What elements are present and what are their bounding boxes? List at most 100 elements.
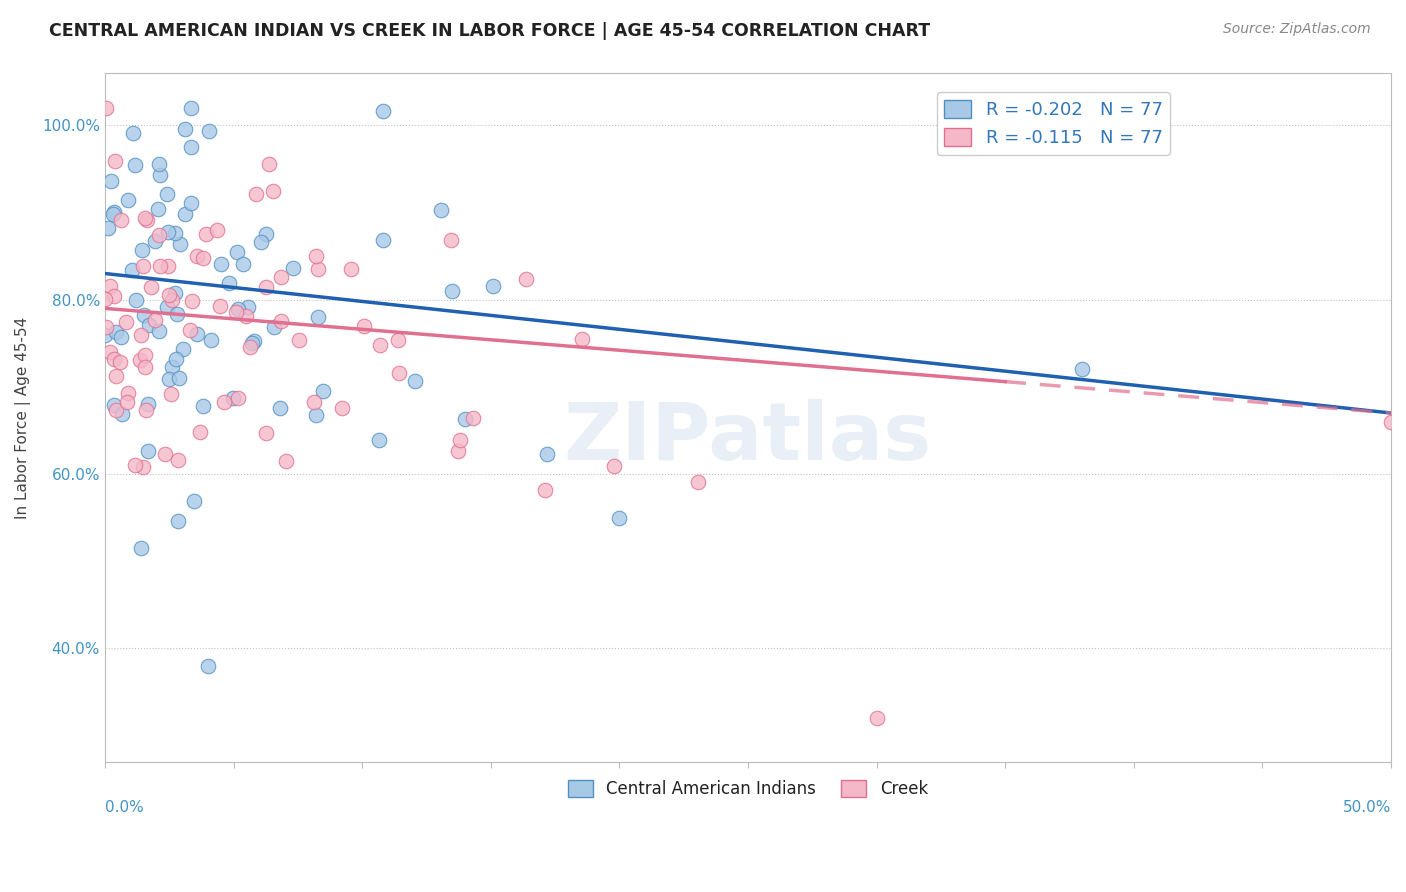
Point <box>180 196 202 211</box>
Point <box>132 460 155 475</box>
Point <box>98 344 121 359</box>
Point <box>115 315 138 329</box>
Y-axis label: In Labor Force | Age 45-54: In Labor Force | Age 45-54 <box>15 317 31 518</box>
Point <box>387 333 409 347</box>
Point <box>135 403 157 417</box>
Point <box>304 394 326 409</box>
Point <box>269 401 291 416</box>
Point <box>145 234 167 248</box>
Point <box>174 121 197 136</box>
Text: 0.0%: 0.0% <box>105 799 143 814</box>
Point <box>165 352 187 367</box>
Point <box>254 227 277 242</box>
Point <box>440 284 463 298</box>
Point <box>226 392 249 406</box>
Point <box>101 206 124 220</box>
Point <box>124 458 146 472</box>
Point <box>404 374 426 388</box>
Point <box>515 272 537 286</box>
Point <box>131 243 153 257</box>
Point <box>270 314 292 328</box>
Point <box>865 711 887 725</box>
Point <box>134 211 156 225</box>
Point <box>609 510 631 524</box>
Point <box>254 279 277 293</box>
Point <box>454 412 477 426</box>
Point <box>340 261 363 276</box>
Point <box>208 299 231 313</box>
Point <box>218 277 240 291</box>
Point <box>225 245 247 260</box>
Point <box>262 184 284 198</box>
Point <box>163 226 186 240</box>
Point <box>148 324 170 338</box>
Point <box>105 402 128 417</box>
Point <box>174 207 197 221</box>
Point <box>157 372 180 386</box>
Point <box>149 168 172 182</box>
Point <box>98 278 121 293</box>
Point <box>155 448 177 462</box>
Point <box>136 444 159 458</box>
Legend: Central American Indians, Creek: Central American Indians, Creek <box>561 773 935 805</box>
Point <box>134 359 156 374</box>
Point <box>688 475 710 489</box>
Point <box>157 225 180 239</box>
Point <box>148 227 170 242</box>
Point <box>148 156 170 170</box>
Point <box>235 309 257 323</box>
Point <box>149 259 172 273</box>
Point <box>156 186 179 201</box>
Point <box>96 320 118 334</box>
Point <box>534 483 557 498</box>
Point <box>128 353 150 368</box>
Point <box>156 259 179 273</box>
Point <box>429 203 451 218</box>
Point <box>100 174 122 188</box>
Point <box>134 348 156 362</box>
Text: ZIPatlas: ZIPatlas <box>564 399 932 477</box>
Point <box>169 236 191 251</box>
Point <box>239 340 262 354</box>
Point <box>115 394 138 409</box>
Point <box>172 342 194 356</box>
Point <box>225 305 247 319</box>
Point <box>163 285 186 300</box>
Point <box>103 204 125 219</box>
Point <box>270 270 292 285</box>
Point <box>104 154 127 169</box>
Point <box>94 292 117 306</box>
Point <box>191 251 214 265</box>
Point <box>257 157 280 171</box>
Point <box>288 334 311 348</box>
Point <box>117 386 139 401</box>
Point <box>200 333 222 347</box>
Point <box>242 334 264 348</box>
Point <box>110 330 132 344</box>
Point <box>157 287 180 301</box>
Point <box>160 359 183 374</box>
Point <box>304 408 326 422</box>
Point <box>447 444 470 458</box>
Text: Source: ZipAtlas.com: Source: ZipAtlas.com <box>1223 22 1371 37</box>
Point <box>305 249 328 263</box>
Point <box>167 371 190 385</box>
Point <box>104 368 127 383</box>
Point <box>1071 362 1094 376</box>
Point <box>198 124 221 138</box>
Point <box>603 459 626 474</box>
Point <box>226 302 249 317</box>
Point <box>353 319 375 334</box>
Point <box>117 193 139 207</box>
Point <box>134 309 156 323</box>
Point <box>180 140 202 154</box>
Point <box>108 355 131 369</box>
Point <box>156 300 179 314</box>
Text: CENTRAL AMERICAN INDIAN VS CREEK IN LABOR FORCE | AGE 45-54 CORRELATION CHART: CENTRAL AMERICAN INDIAN VS CREEK IN LABO… <box>49 22 931 40</box>
Point <box>186 327 208 342</box>
Point <box>103 398 125 412</box>
Point <box>105 325 128 339</box>
Point <box>103 289 125 303</box>
Point <box>194 227 217 242</box>
Point <box>245 187 267 202</box>
